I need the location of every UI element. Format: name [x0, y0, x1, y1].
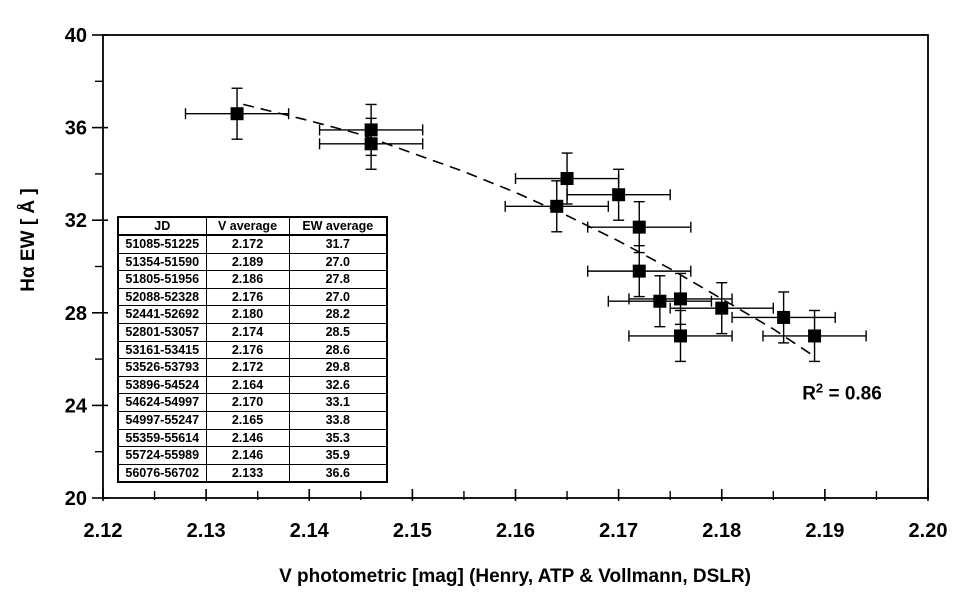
- data-point-marker: [632, 264, 646, 278]
- x-axis-title: V photometric [mag] (Henry, ATP & Vollma…: [279, 566, 751, 587]
- x-tick-label: 2.15: [393, 520, 432, 542]
- table-cell: 27.8: [288, 270, 388, 289]
- trendline: [243, 103, 812, 356]
- data-point-marker: [612, 188, 626, 202]
- y-tick-label: 24: [65, 395, 88, 417]
- table-cell: 2.174: [205, 322, 290, 342]
- data-point-marker: [230, 107, 244, 121]
- table-cell: 29.8: [288, 358, 388, 377]
- x-tick-label: 2.16: [496, 520, 535, 542]
- table-cell: 2.133: [205, 463, 290, 483]
- table-cell: 51805-51956: [117, 270, 207, 289]
- inset-table: JD V average EW average 51085-51225 2.172 31.…: [117, 216, 388, 484]
- table-cell: 2.146: [205, 446, 290, 465]
- data-point-marker: [632, 220, 646, 234]
- table-header-cell: EW average: [288, 216, 388, 236]
- table-cell: 52801-53057: [117, 322, 207, 342]
- r-squared-label: R2 = 0.86: [802, 380, 882, 405]
- y-tick-label: 32: [65, 210, 87, 232]
- y-tick-label: 40: [65, 25, 87, 47]
- table-cell: 52441-52692: [117, 305, 207, 324]
- table-cell: 52088-52328: [117, 287, 207, 307]
- table-header-row: JD V average EW average: [117, 216, 388, 236]
- data-point-marker: [653, 294, 667, 308]
- table-cell: 27.0: [288, 252, 388, 272]
- table-cell: 2.172: [205, 234, 290, 254]
- data-point-marker: [550, 199, 564, 213]
- table-row: 54624-54997 2.170 33.1: [117, 393, 388, 412]
- table-cell: 28.2: [288, 305, 388, 324]
- table-cell: 54624-54997: [117, 393, 207, 412]
- x-tick-label: 2.14: [290, 520, 330, 542]
- table-cell: 54997-55247: [117, 410, 207, 430]
- table-cell: 2.172: [205, 358, 290, 377]
- y-tick-label: 28: [65, 303, 87, 325]
- table-cell: 2.146: [205, 428, 290, 448]
- table-cell: 2.180: [205, 305, 290, 324]
- data-point-marker: [808, 329, 822, 343]
- x-tick-label: 2.20: [909, 520, 948, 542]
- r-squared-base: R: [802, 383, 816, 405]
- r-squared-value: = 0.86: [823, 383, 882, 405]
- x-tick-label: 2.17: [599, 520, 638, 542]
- table-cell: 51354-51590: [117, 252, 207, 272]
- table-row: 52441-52692 2.180 28.2: [117, 305, 388, 324]
- table-cell: 53526-53793: [117, 358, 207, 377]
- data-point-marker: [560, 172, 574, 186]
- table-cell: 2.176: [205, 340, 290, 360]
- table-cell: 28.5: [288, 322, 388, 342]
- data-point-marker: [674, 292, 687, 306]
- table-cell: 32.6: [288, 375, 388, 395]
- table-row: 51085-51225 2.172 31.7: [117, 234, 388, 254]
- table-row: 55359-55614 2.146 35.3: [117, 428, 388, 448]
- table-cell: 31.7: [288, 234, 388, 254]
- table-row: 53161-53415 2.176 28.6: [117, 340, 388, 360]
- table-row: 55724-55989 2.146 35.9: [117, 446, 388, 465]
- table-cell: 51085-51225: [117, 234, 207, 254]
- x-tick-label: 2.19: [805, 520, 844, 542]
- table-row: 51354-51590 2.189 27.0: [117, 252, 388, 272]
- table-row: 52088-52328 2.176 27.0: [117, 287, 388, 307]
- table-cell: 2.170: [205, 393, 290, 412]
- table-cell: 28.6: [288, 340, 388, 360]
- data-point-marker: [674, 329, 687, 343]
- data-point-marker: [715, 301, 729, 315]
- table-cell: 36.6: [288, 463, 388, 483]
- table-cell: 55359-55614: [117, 428, 207, 448]
- table-row: 56076-56702 2.133 36.6: [117, 463, 388, 483]
- table-cell: 33.1: [288, 393, 388, 412]
- table-cell: 55724-55989: [117, 446, 207, 465]
- table-cell: 53896-54524: [117, 375, 207, 395]
- table-row: 53526-53793 2.172 29.8: [117, 358, 388, 377]
- table-cell: 35.9: [288, 446, 388, 465]
- table-cell: 35.3: [288, 428, 388, 448]
- table-cell: 53161-53415: [117, 340, 207, 360]
- x-tick-label: 2.13: [187, 520, 226, 542]
- table-cell: 2.164: [205, 375, 290, 395]
- data-point-marker: [777, 310, 791, 324]
- y-tick-label: 20: [65, 488, 87, 510]
- table-row: 54997-55247 2.165 33.8: [117, 410, 388, 430]
- table-cell: 2.176: [205, 287, 290, 307]
- table-header-cell: V average: [205, 216, 290, 236]
- table-cell: 2.165: [205, 410, 290, 430]
- r-squared-sup: 2: [815, 380, 824, 396]
- table-cell: 27.0: [288, 287, 388, 307]
- x-tick-label: 2.12: [84, 520, 123, 542]
- table-row: 53896-54524 2.164 32.6: [117, 375, 388, 395]
- table-cell: 33.8: [288, 410, 388, 430]
- y-tick-label: 36: [65, 118, 87, 140]
- table-cell: 2.189: [205, 252, 290, 272]
- data-point-marker: [364, 123, 378, 137]
- table-cell: 2.186: [205, 270, 290, 289]
- table-cell: 56076-56702: [117, 463, 207, 483]
- x-tick-label: 2.18: [702, 520, 741, 542]
- table-row: 52801-53057 2.174 28.5: [117, 322, 388, 342]
- y-axis-title: Hα EW [ Å ]: [18, 188, 39, 292]
- table-row: 51805-51956 2.186 27.8: [117, 270, 388, 289]
- table-header-cell: JD: [117, 216, 207, 236]
